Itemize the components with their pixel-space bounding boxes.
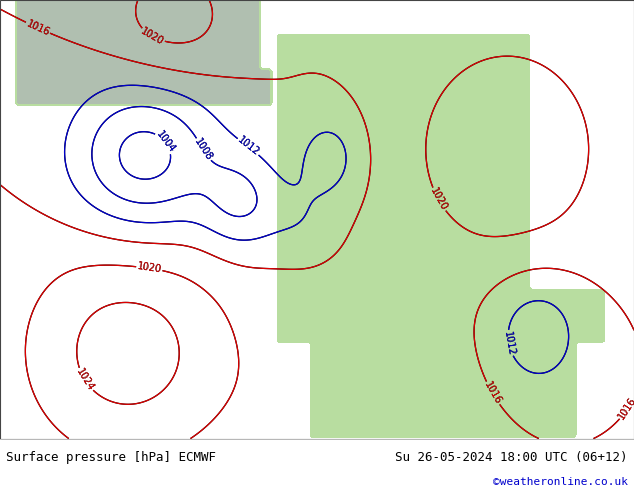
Text: 1012: 1012 (235, 135, 261, 158)
Text: 1020: 1020 (136, 262, 162, 275)
Text: 1020: 1020 (136, 262, 162, 275)
Text: 1008: 1008 (192, 137, 214, 163)
Text: 1020: 1020 (428, 186, 449, 213)
Text: 1012: 1012 (502, 330, 516, 356)
Text: Su 26-05-2024 18:00 UTC (06+12): Su 26-05-2024 18:00 UTC (06+12) (395, 451, 628, 465)
Bar (0, 0, 634, 439)
Text: Surface pressure [hPa] ECMWF: Surface pressure [hPa] ECMWF (6, 451, 216, 465)
Text: 1012: 1012 (502, 330, 516, 356)
Text: 1016: 1016 (482, 380, 503, 406)
Text: 1024: 1024 (74, 367, 96, 393)
Text: 1024: 1024 (74, 367, 96, 393)
Text: 1008: 1008 (192, 137, 214, 163)
Text: 1016: 1016 (617, 395, 634, 421)
Text: 1016: 1016 (25, 18, 51, 37)
Text: 1004: 1004 (154, 129, 177, 155)
Text: 1020: 1020 (139, 26, 165, 47)
Text: 1016: 1016 (617, 395, 634, 421)
Text: ©weatheronline.co.uk: ©weatheronline.co.uk (493, 477, 628, 488)
Text: 1016: 1016 (482, 380, 503, 406)
Text: 1020: 1020 (428, 186, 449, 213)
Text: 1012: 1012 (235, 135, 261, 158)
Text: 1020: 1020 (139, 26, 165, 47)
Text: 1004: 1004 (154, 129, 177, 155)
Text: 1016: 1016 (25, 18, 51, 37)
